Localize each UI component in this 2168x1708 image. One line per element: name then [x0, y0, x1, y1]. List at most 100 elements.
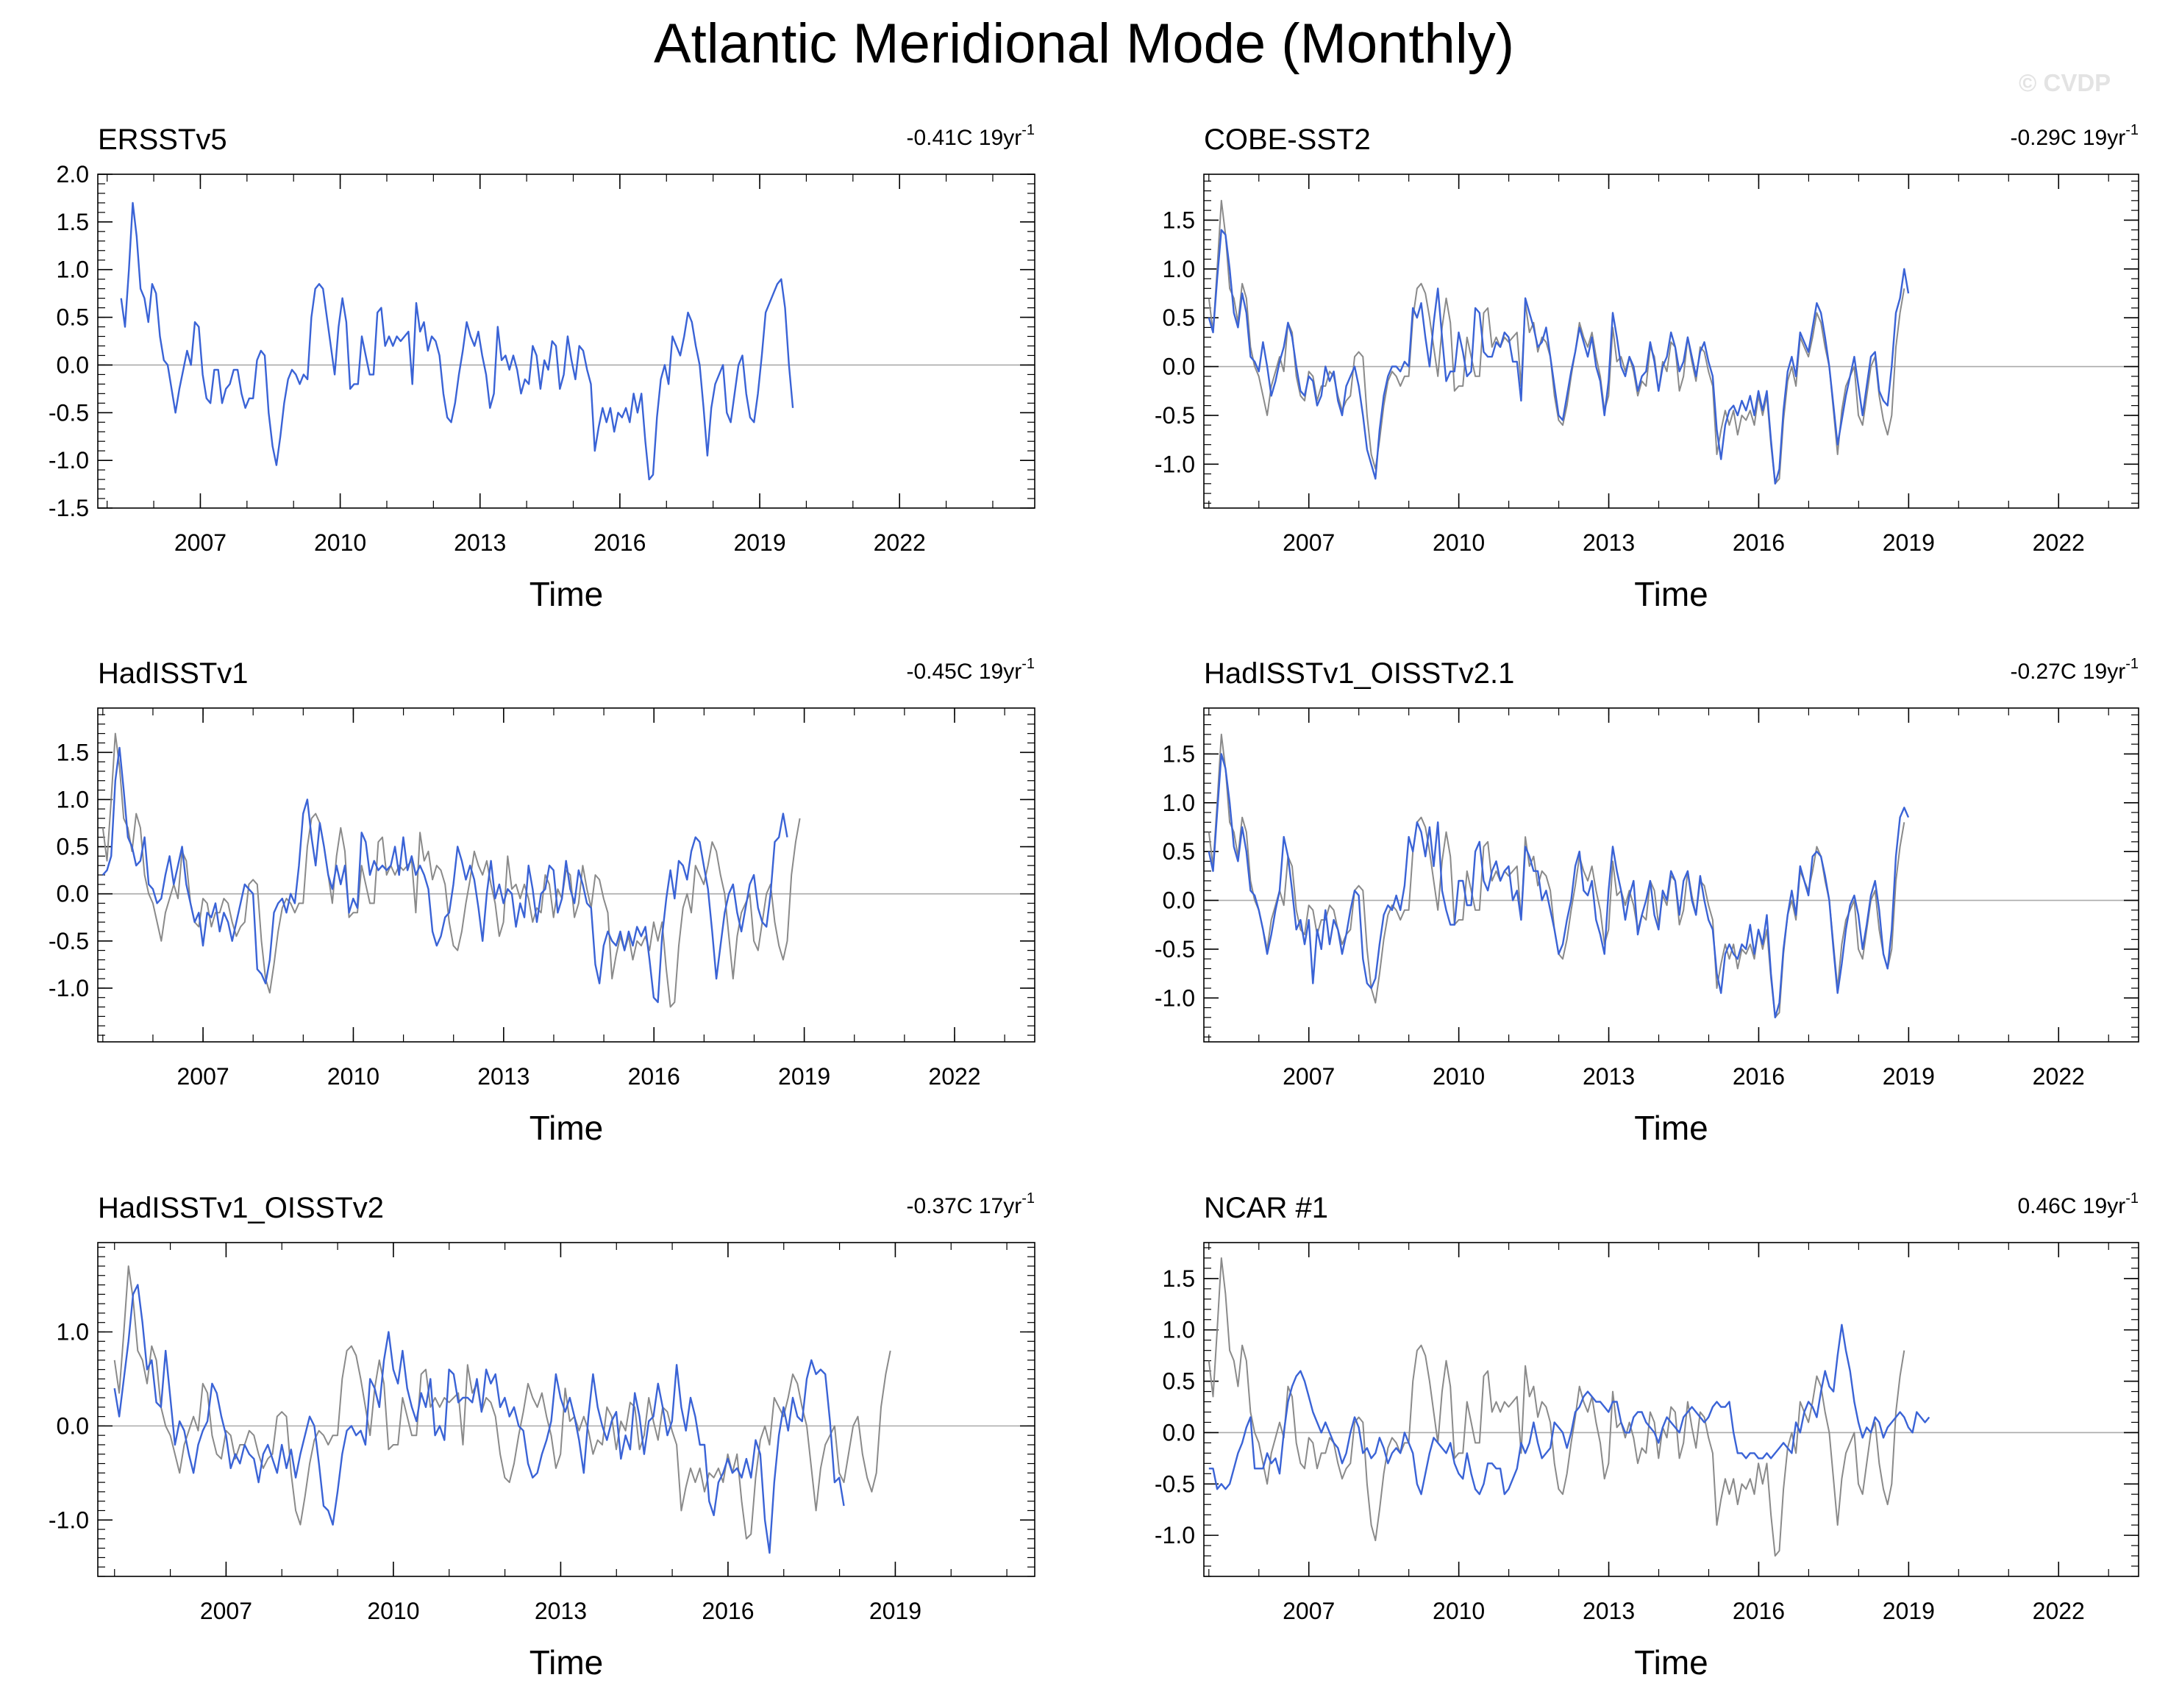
y-tick-label: 0.0 [1163, 887, 1195, 914]
y-tick-label: -0.5 [49, 399, 89, 426]
trend-value: 0.46C 19yr [2017, 1194, 2125, 1218]
y-tick-label: 1.5 [57, 209, 89, 235]
plot-frame [97, 1242, 1035, 1577]
series-line-primary [120, 201, 794, 481]
y-tick-label: 0.5 [57, 304, 89, 331]
panel-hadisstv1-oisstv2: HadISSTv1_OISSTv2 -0.37C 17yr-1 1.0 0.0 -1.0… [49, 1190, 1035, 1682]
x-tick-label: 2019 [1883, 1063, 1935, 1090]
y-tick-label: 1.0 [57, 786, 89, 812]
x-tick-label: 2013 [1583, 1598, 1635, 1624]
trend-label: -0.41C 19yr-1 [906, 122, 1035, 150]
x-tick-label: 2013 [477, 1063, 529, 1090]
y-tick-label: 1.5 [1163, 740, 1195, 767]
x-tick-label: 2016 [1733, 1598, 1785, 1624]
x-tick-label: 2019 [733, 529, 785, 556]
x-tick-label: 2007 [1283, 1598, 1335, 1624]
y-tick-label: 0.0 [1163, 354, 1195, 380]
y-tick-label: 1.5 [1163, 207, 1195, 233]
panel-title: ERSSTv5 [98, 124, 227, 156]
y-tick-label: 1.0 [57, 257, 89, 283]
trend-value: -0.27C 19yr [2010, 660, 2125, 684]
x-tick-label: 2007 [200, 1598, 252, 1624]
y-tick-label: -0.5 [1155, 936, 1195, 962]
y-tick-label: 0.5 [1163, 838, 1195, 865]
y-tick-label: 0.0 [57, 351, 89, 378]
x-tick-label: 2007 [1283, 1063, 1335, 1090]
x-tick-label: 2010 [314, 529, 366, 556]
series-line-primary [113, 1284, 845, 1554]
y-tick-label: -0.5 [1155, 1471, 1195, 1497]
trend-exponent: -1 [1021, 1190, 1035, 1207]
y-tick-label: -1.0 [1155, 985, 1195, 1011]
y-tick-label: -0.5 [1155, 402, 1195, 429]
panel-title: HadISSTv1_OISSTv2 [98, 1192, 384, 1224]
trend-value: -0.45C 19yr [906, 660, 1021, 684]
series-line-primary [1208, 1323, 1930, 1496]
x-tick-label: 2016 [628, 1063, 680, 1090]
plot-frame [97, 174, 1035, 509]
x-tick-label: 2010 [1433, 529, 1485, 556]
series-line-primary [1208, 753, 1910, 1019]
series-line-primary [101, 746, 788, 1004]
series-line-reference [1208, 199, 1905, 485]
panel-title: COBE-SST2 [1204, 124, 1371, 156]
trend-value: -0.29C 19yr [2010, 126, 2125, 150]
y-tick-label: -1.0 [1155, 451, 1195, 477]
x-tick-label: 2007 [1283, 529, 1335, 556]
y-tick-label: 1.0 [1163, 256, 1195, 282]
y-tick-label: 1.0 [57, 1318, 89, 1345]
panel-title: HadISSTv1 [98, 657, 249, 690]
x-tick-label: 2016 [593, 529, 646, 556]
x-tick-label: 2007 [176, 1063, 229, 1090]
x-axis-label: Time [1634, 1109, 1708, 1147]
y-tick-label: 0.5 [57, 834, 89, 860]
panel-ersstv5: ERSSTv5 -0.41C 19yr-1 2.0 1.5 1.0 0.5 0.0 -0.5 -… [49, 122, 1035, 613]
panel-hadisstv1-oisstv2-1: HadISSTv1_OISSTv2.1 -0.27C 19yr-1 1.5 1.0 0.… [1155, 656, 2139, 1147]
series-line-reference [101, 732, 801, 1008]
trend-label: -0.29C 19yr-1 [2010, 122, 2139, 150]
x-tick-label: 2010 [327, 1063, 379, 1090]
x-tick-label: 2013 [1583, 1063, 1635, 1090]
x-tick-label: 2022 [2033, 1598, 2085, 1624]
panel-ncar-1: NCAR #1 0.46C 19yr-1 1.5 1.0 0.5 0.0 -0.5 -1.0 2… [1155, 1190, 2139, 1682]
x-tick-label: 2019 [1883, 529, 1935, 556]
x-tick-label: 2013 [1583, 529, 1635, 556]
trend-value: -0.37C 17yr [906, 1194, 1021, 1218]
watermark: © CVDP [2019, 69, 2111, 96]
y-tick-label: 1.0 [1163, 790, 1195, 816]
x-tick-label: 2019 [778, 1063, 830, 1090]
plot-frame [1203, 1242, 2139, 1577]
y-tick-label: 0.5 [1163, 1368, 1195, 1395]
trend-exponent: -1 [1021, 656, 1035, 672]
y-tick-label: -0.5 [49, 928, 89, 954]
x-axis-label: Time [529, 575, 604, 613]
x-axis-label: Time [529, 1109, 604, 1147]
page-title: Atlantic Meridional Mode (Monthly) [653, 12, 1515, 75]
trend-label: -0.37C 17yr-1 [906, 1190, 1035, 1218]
x-tick-label: 2010 [1433, 1063, 1485, 1090]
x-tick-label: 2019 [1883, 1598, 1935, 1624]
panel-hadisstv1: HadISSTv1 -0.45C 19yr-1 1.5 1.0 0.5 0.0 -0.5 -1… [49, 656, 1035, 1147]
trend-label: -0.45C 19yr-1 [906, 656, 1035, 684]
y-tick-label: 1.5 [1163, 1265, 1195, 1292]
y-tick-label: 2.0 [57, 161, 89, 187]
plot-frame [1203, 174, 2139, 509]
y-tick-label: 1.5 [57, 739, 89, 765]
y-tick-label: -1.5 [49, 495, 89, 521]
x-tick-label: 2016 [1733, 529, 1785, 556]
y-tick-label: 0.0 [57, 1412, 89, 1439]
y-tick-label: 1.0 [1163, 1317, 1195, 1343]
y-tick-label: -1.0 [1155, 1522, 1195, 1548]
series-line-primary [1208, 229, 1910, 485]
y-tick-label: -1.0 [49, 975, 89, 1001]
trend-label: -0.27C 19yr-1 [2010, 656, 2139, 684]
trend-label: 0.46C 19yr-1 [2017, 1190, 2139, 1218]
x-axis-label: Time [529, 1643, 604, 1682]
trend-exponent: -1 [2125, 1190, 2139, 1207]
panel-title: NCAR #1 [1204, 1192, 1328, 1224]
plot-frame [97, 707, 1035, 1043]
x-tick-label: 2007 [174, 529, 227, 556]
x-tick-label: 2019 [869, 1598, 921, 1624]
trend-exponent: -1 [1021, 122, 1035, 138]
x-tick-label: 2010 [367, 1598, 419, 1624]
